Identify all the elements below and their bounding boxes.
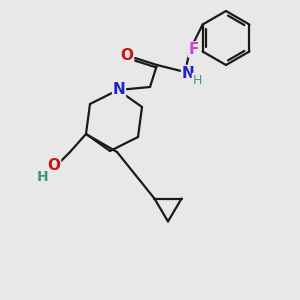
Text: O: O [121, 47, 134, 62]
Text: H: H [192, 74, 202, 86]
Text: F: F [188, 42, 199, 57]
Text: N: N [182, 65, 194, 80]
Text: N: N [112, 82, 125, 98]
Text: O: O [47, 158, 61, 173]
Text: H: H [37, 170, 49, 184]
